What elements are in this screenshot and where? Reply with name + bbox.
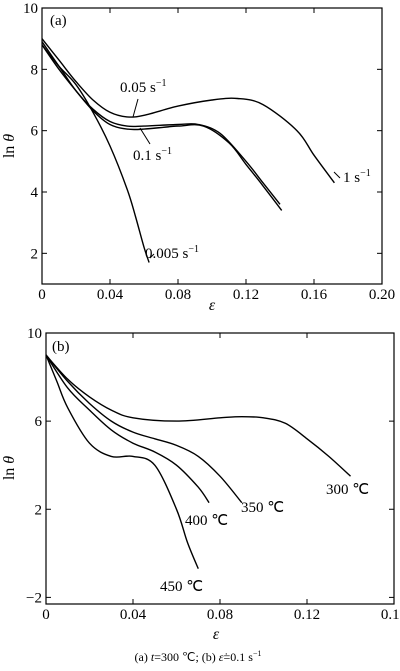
series-line xyxy=(41,38,335,184)
panel-a-yaxis-label: ln θ xyxy=(1,134,18,158)
x-tick-label: 0.04 xyxy=(97,287,124,303)
leader-line xyxy=(333,171,341,179)
series-line xyxy=(41,41,281,205)
panel-b-yaxis-label: ln θ xyxy=(1,456,18,480)
series-label: 300 ℃ xyxy=(326,482,369,498)
y-tick-label: 2 xyxy=(31,246,39,262)
y-tick-label: −2 xyxy=(26,590,42,606)
panel-b-xaxis-label: ε xyxy=(213,626,220,643)
panel-a-label: (a) xyxy=(50,13,67,29)
x-tick-label: 0.08 xyxy=(207,607,233,623)
x-tick-label: 0 xyxy=(42,607,50,623)
series-line xyxy=(45,354,243,504)
series-line xyxy=(45,354,199,569)
panel-a-frame xyxy=(41,7,383,285)
x-tick-label: 0.12 xyxy=(233,287,259,303)
series-line xyxy=(45,354,351,477)
y-tick-label: 6 xyxy=(35,414,43,430)
series-line xyxy=(41,44,150,263)
series-label: 0.005 s−1 xyxy=(145,244,199,262)
x-tick-label: 0 xyxy=(38,287,46,303)
series-line xyxy=(41,44,283,211)
leader-line xyxy=(139,127,151,145)
series-line xyxy=(45,354,210,504)
leader-line xyxy=(149,253,155,259)
x-tick-label: 0.08 xyxy=(165,287,191,303)
panel-a-chart: (a) 0 0.04 0.08 0.12 0.16 0.20 2 4 6 8 10 0.005 s… xyxy=(1,1,395,314)
series-label: 400 ℃ xyxy=(185,513,228,529)
series-label: 0.1 s−1 xyxy=(133,146,172,164)
panel-b-chart: (b) 0 0.04 0.08 0.12 0.16 −2 2 6 10 450 ℃ 400 ℃ 3… xyxy=(1,326,400,643)
panel-b-label: (b) xyxy=(52,339,70,355)
y-tick-label: 2 xyxy=(35,502,43,518)
series-label: 350 ℃ xyxy=(241,500,284,516)
leader-line xyxy=(132,98,139,118)
y-tick-label: 4 xyxy=(31,185,39,201)
x-tick-label: 0.16 xyxy=(301,287,328,303)
x-tick-label: 0.12 xyxy=(294,607,320,623)
series-label: 1 s−1 xyxy=(343,168,371,186)
x-tick-label: 0.04 xyxy=(120,607,147,623)
x-tick-label: 0.20 xyxy=(369,287,395,303)
figure-caption: (a) t=300 ℃; (b) ε̇=0.1 s−1 xyxy=(135,649,262,664)
series-label: 450 ℃ xyxy=(160,579,203,595)
series-label: 0.05 s−1 xyxy=(120,78,166,96)
y-tick-label: 10 xyxy=(27,326,42,342)
y-tick-label: 6 xyxy=(31,124,39,140)
y-tick-label: 8 xyxy=(31,62,39,78)
y-tick-label: 10 xyxy=(23,1,38,17)
panel-a-xaxis-label: ε xyxy=(209,297,216,314)
x-tick-label: 0.16 xyxy=(381,607,400,623)
